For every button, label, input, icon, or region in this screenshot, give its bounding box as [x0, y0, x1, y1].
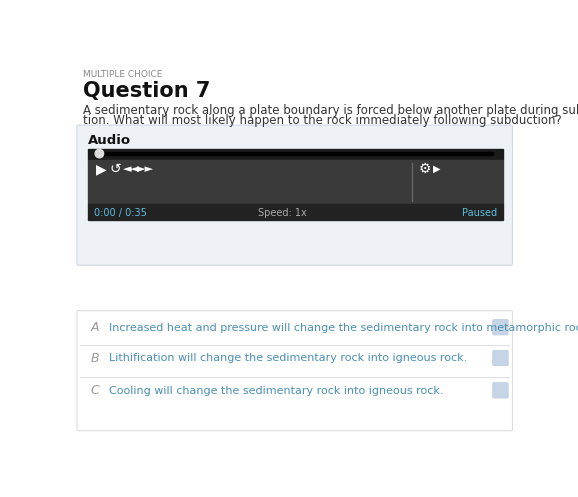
FancyBboxPatch shape — [77, 125, 513, 265]
Text: Audio: Audio — [88, 134, 131, 147]
FancyBboxPatch shape — [77, 311, 513, 431]
Text: Cooling will change the sedimentary rock into igneous rock.: Cooling will change the sedimentary rock… — [109, 386, 444, 396]
Text: C: C — [91, 384, 99, 397]
Text: ►►: ►► — [138, 164, 154, 174]
Text: tion. What will most likely happen to the rock immediately following subduction?: tion. What will most likely happen to th… — [83, 113, 562, 127]
Bar — [88, 149, 503, 160]
Text: ⚙: ⚙ — [418, 162, 431, 176]
Text: ▶: ▶ — [95, 162, 106, 176]
Text: 0:00 / 0:35: 0:00 / 0:35 — [94, 208, 147, 218]
Text: A: A — [91, 321, 99, 334]
Text: ↺: ↺ — [109, 162, 121, 176]
FancyBboxPatch shape — [492, 350, 508, 366]
Text: Increased heat and pressure will change the sedimentary rock into metamorphic ro: Increased heat and pressure will change … — [109, 323, 578, 332]
Text: Lithification will change the sedimentary rock into igneous rock.: Lithification will change the sedimentar… — [109, 353, 468, 363]
FancyBboxPatch shape — [492, 320, 508, 335]
Text: ◄◄: ◄◄ — [123, 164, 140, 174]
Text: MULTIPLE CHOICE: MULTIPLE CHOICE — [83, 71, 162, 80]
Text: Paused: Paused — [462, 208, 497, 218]
Bar — [88, 204, 503, 220]
Text: Question 7: Question 7 — [83, 81, 210, 101]
Text: B: B — [91, 352, 99, 365]
Text: A sedimentary rock along a plate boundary is forced below another plate during s: A sedimentary rock along a plate boundar… — [83, 103, 578, 116]
Bar — [98, 152, 493, 155]
Circle shape — [95, 149, 103, 158]
Text: Speed: 1x: Speed: 1x — [258, 208, 307, 218]
Text: ▶: ▶ — [434, 164, 441, 174]
Bar — [88, 160, 503, 204]
FancyBboxPatch shape — [492, 383, 508, 398]
